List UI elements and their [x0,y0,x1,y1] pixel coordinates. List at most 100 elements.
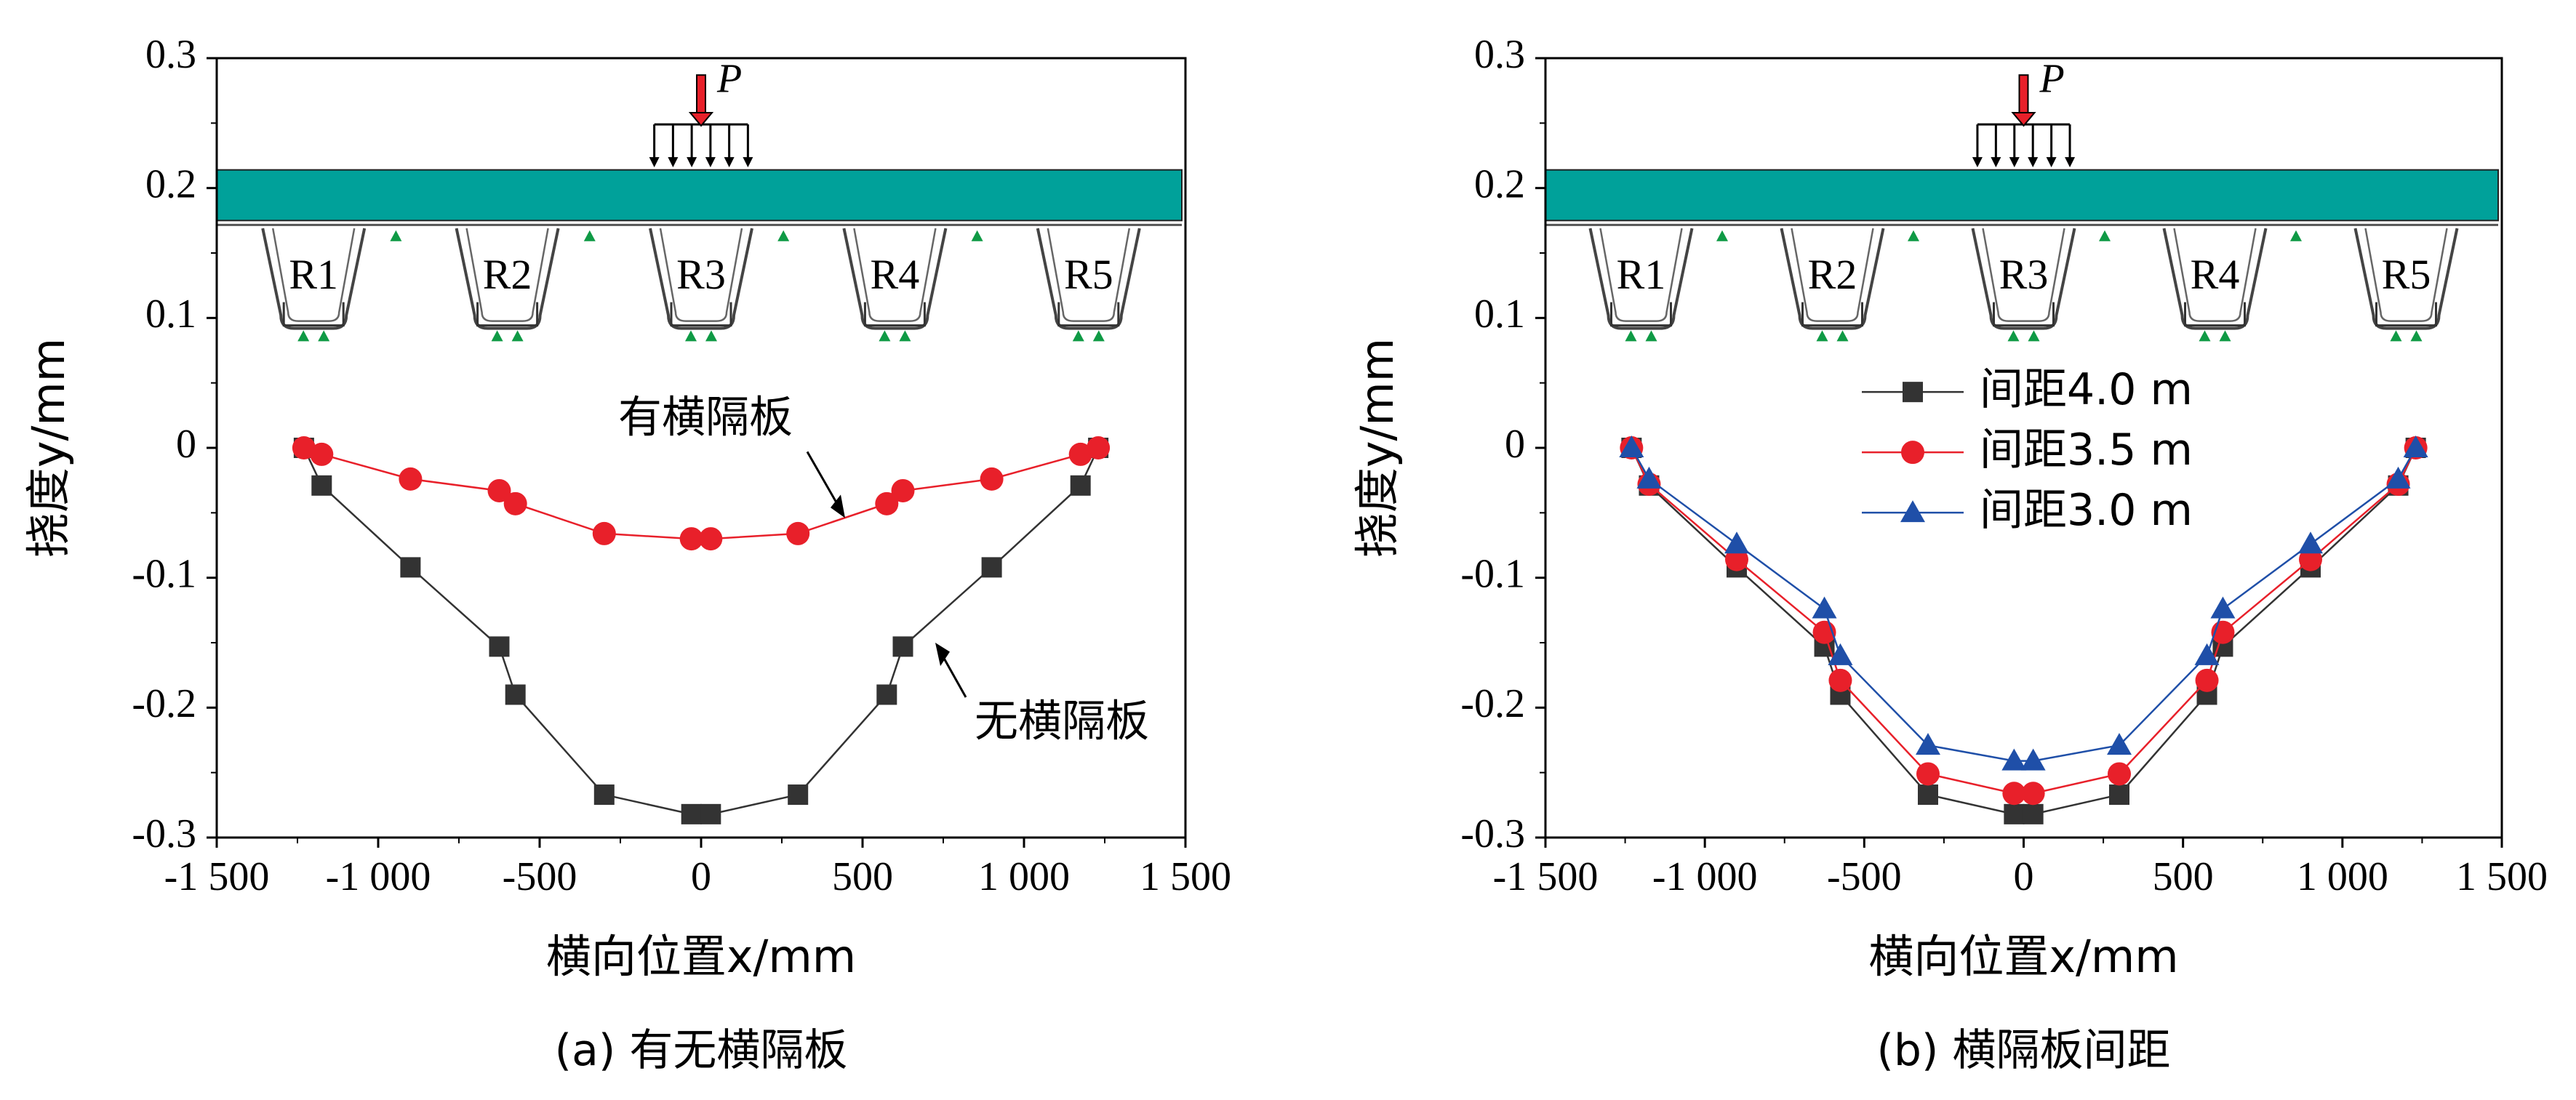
series-0 [293,438,1109,824]
arrow-icon [935,643,950,667]
rib-5: R5 [2353,228,2459,342]
series-1-point-7 [2021,782,2045,806]
gauge-marker-icon [511,330,524,342]
rib-inner-outline [1599,228,1683,322]
rib-outline [2353,228,2459,330]
series-2-point-5 [1916,733,1940,755]
axes: -1 500 -1 000 -500 0 500 1 000 1 500 -0.3 -0.2 -0… [22,32,1231,983]
rib-3: R3 [649,228,753,342]
chart-panel-b: R1 R2 R3 R4 R5 P -1 500 -1 000 -500 0 500 1 000 1 50… [1351,32,2548,1076]
series-1-point-9 [875,491,899,515]
arrow-down-icon [668,157,679,168]
series-2-point-12 [2385,466,2411,489]
series-0-point-2 [400,557,421,578]
series-1-point-2 [399,467,423,491]
gauge-marker-icon [390,230,402,241]
gauge-marker-icon [1092,330,1105,342]
rib-inner-plate [1801,302,1863,327]
x-tick-label: -1 000 [326,854,431,899]
rib-label: R4 [2191,251,2240,298]
arrow-down-icon [724,157,735,168]
rib-outline [1036,228,1141,330]
rib-inner-plate [863,302,926,327]
arrow-down-icon [2065,157,2076,168]
series-2-point-8 [2107,733,2132,755]
y-tick-label: -0.1 [1460,552,1525,597]
gauge-marker-icon [1072,330,1084,342]
rib-label: R2 [1808,251,1857,298]
legend-label: 间距3.0 m [1980,485,2193,536]
gauge-marker-icon [1908,230,1919,241]
rib-3: R3 [1971,228,2076,342]
arrow-down-icon [649,157,660,168]
series-0-point-8 [788,784,809,806]
series-1 [292,436,1111,551]
series-2-point-11 [2298,531,2323,554]
load-label: P [716,56,742,101]
x-tick-label: 0 [2014,854,2034,899]
rib-label: R2 [483,251,532,298]
bridge-schematic: R1 R2 R3 R4 R5 P [216,56,1183,342]
y-tick-label: -0.3 [132,811,196,856]
deck-slab [1545,169,2499,222]
series-1-point-3 [487,478,511,502]
series-1-point-0 [292,436,316,459]
series-2-point-10 [2210,596,2236,619]
series-2-line [1631,447,2417,762]
figure-caption: (a) 有无横隔板 [555,1025,848,1076]
annotation-without-diaphragm: 无横隔板 [975,696,1149,747]
series-1-point-1 [310,442,334,466]
rib-inner-outline [2364,228,2448,322]
series-2-point-0 [1619,435,1644,457]
series-0-point-3 [489,636,510,657]
series-2-point-2 [1724,531,1749,554]
load-arrow-icon [2011,112,2036,127]
series-1-point-4 [1828,668,1852,692]
series-2 [1619,435,2428,771]
rib-5: R5 [1036,228,1141,342]
series-1-point-5 [592,521,616,545]
rib-inner-plate [476,302,539,327]
chart-panel-a: R1 R2 R3 R4 R5 P -1 500 -1 000 -500 0 500 1 000 1 50… [22,32,1231,1076]
series-2-point-9 [2194,643,2220,665]
x-tick-label: 1 500 [2456,854,2548,899]
series-1-point-10 [891,478,915,502]
series-0-point-1 [311,475,332,496]
gauge-marker-icon [1625,330,1637,342]
series-1-point-6 [679,527,703,551]
gauge-marker-icon [2410,330,2423,342]
rib-outline [1780,228,1885,330]
arrow-down-icon [2028,157,2039,168]
gauge-marker-icon [583,230,596,241]
x-tick-label: 1 000 [2297,854,2388,899]
gauge-marker-icon [971,230,983,241]
series-2-point-6 [2001,748,2027,771]
x-tick-label: -1 500 [164,854,270,899]
gauge-marker-icon [318,330,330,342]
y-tick-label: 0.1 [1474,292,1525,337]
y-tick-label: 0.3 [1474,32,1525,77]
arrow-down-icon [705,157,716,168]
rib-inner-outline [465,228,549,322]
series-0-point-6 [2004,803,2025,824]
gauge-marker-icon [685,330,697,342]
x-tick-label: 500 [2153,854,2214,899]
load-arrow-shaft [696,74,706,114]
gauge-marker-icon [297,330,310,342]
rib-inner-outline [659,228,743,322]
axes: -1 500 -1 000 -500 0 500 1 000 1 500 -0.3 -0.2 -0… [1351,32,2548,983]
gauge-marker-icon [879,330,891,342]
rib-4: R4 [842,228,948,342]
series-1-point-11 [2299,547,2322,571]
series-1-point-13 [1087,436,1111,459]
x-tick-label: -500 [1827,854,1902,899]
series-1-line [303,446,1099,540]
gauge-marker-icon [2219,330,2231,342]
rib-outline [842,228,948,330]
gauge-marker-icon [1816,330,1828,342]
x-tick-label: 1 500 [1140,854,1231,899]
series-2-point-7 [2020,748,2046,771]
gauge-marker-icon [2099,230,2111,241]
rib-outline [455,228,560,330]
